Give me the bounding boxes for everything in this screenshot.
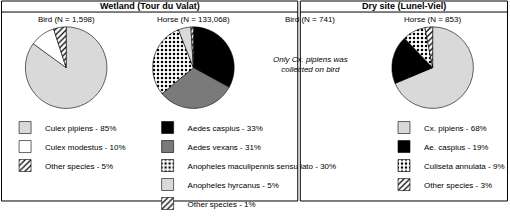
svg-text:Aedes vexans - 31%: Aedes vexans - 31% [188, 143, 261, 152]
svg-text:Only Cx. pipiens wascollected: Only Cx. pipiens wascollected on bird [273, 55, 348, 74]
svg-text:Horse (N = 133,068): Horse (N = 133,068) [157, 15, 230, 24]
svg-text:Culiseta annulata - 9%: Culiseta annulata - 9% [424, 162, 505, 171]
svg-text:Culex modestus - 10%: Culex modestus - 10% [45, 143, 125, 152]
svg-text:Other species - 1%: Other species - 1% [188, 200, 256, 209]
svg-text:Bird (N = 741): Bird (N = 741) [285, 15, 335, 24]
svg-text:Culex pipiens - 85%: Culex pipiens - 85% [45, 124, 116, 133]
svg-text:Other species - 3%: Other species - 3% [424, 181, 492, 190]
svg-text:Anopheles hyrcanus - 5%: Anopheles hyrcanus - 5% [188, 181, 279, 190]
svg-text:Aedes caspius - 33%: Aedes caspius - 33% [188, 124, 263, 133]
svg-text:Wetland (Tour du Valat): Wetland (Tour du Valat) [100, 1, 200, 11]
svg-text:Ae. caspius - 19%: Ae. caspius - 19% [424, 143, 488, 152]
svg-text:Dry site (Lunel-Viel): Dry site (Lunel-Viel) [362, 1, 446, 11]
svg-text:Anopheles maculipennis sensu l: Anopheles maculipennis sensu lato - 30% [188, 162, 337, 171]
svg-text:Horse (N = 853): Horse (N = 853) [404, 15, 461, 24]
svg-text:Bird (N = 1,598): Bird (N = 1,598) [38, 15, 95, 24]
svg-text:Other species - 5%: Other species - 5% [45, 162, 113, 171]
svg-text:Cx. pipiens - 68%: Cx. pipiens - 68% [424, 124, 487, 133]
